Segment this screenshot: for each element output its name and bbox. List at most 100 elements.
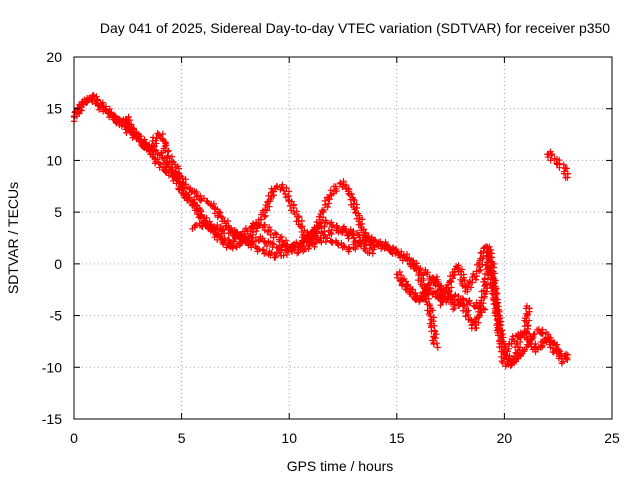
data-point — [420, 271, 427, 279]
data-point — [175, 169, 183, 177]
data-point — [232, 230, 240, 237]
data-point — [311, 231, 319, 239]
data-point — [280, 239, 287, 247]
data-point — [130, 126, 138, 133]
y-tick-label: -5 — [50, 308, 63, 324]
data-point — [304, 234, 311, 242]
data-point — [539, 342, 546, 349]
data-point — [122, 119, 130, 126]
data-point — [548, 152, 555, 159]
data-point — [379, 241, 386, 248]
data-point — [488, 282, 496, 290]
data-point — [261, 206, 269, 213]
data-point — [540, 337, 548, 345]
plot-area — [70, 92, 572, 370]
data-point — [295, 212, 303, 220]
data-point — [133, 133, 141, 140]
x-tick-label: 0 — [70, 430, 78, 446]
y-tick-label: -15 — [42, 411, 62, 427]
data-point — [340, 241, 347, 249]
data-point — [270, 234, 277, 241]
data-point — [428, 328, 435, 335]
data-point — [285, 198, 292, 205]
data-point — [423, 270, 431, 278]
data-point — [305, 230, 312, 238]
data-point — [476, 267, 483, 274]
data-point — [344, 231, 351, 238]
x-tick-label: 25 — [604, 430, 620, 446]
data-point — [369, 250, 376, 257]
data-point — [156, 160, 164, 168]
data-point — [253, 221, 260, 228]
data-point — [451, 301, 459, 308]
data-point — [95, 106, 103, 113]
data-point — [438, 298, 445, 305]
data-point — [161, 167, 169, 174]
data-point — [488, 274, 495, 281]
data-point — [529, 335, 536, 342]
data-point — [544, 153, 552, 161]
y-tick-label: 10 — [46, 152, 62, 168]
data-point — [394, 271, 402, 278]
data-point — [549, 348, 557, 356]
data-point — [493, 304, 500, 311]
data-point — [547, 157, 554, 164]
data-point — [516, 344, 524, 351]
data-point — [425, 281, 432, 288]
data-point — [316, 220, 324, 227]
data-point — [472, 276, 480, 283]
data-point — [562, 355, 570, 362]
x-tick-label: 10 — [281, 430, 297, 446]
data-point — [78, 101, 85, 108]
data-point — [269, 240, 276, 247]
data-point — [271, 254, 278, 261]
x-tick-label: 20 — [497, 430, 513, 446]
data-point — [352, 209, 360, 217]
data-point — [483, 252, 491, 259]
data-point — [166, 155, 173, 162]
data-point — [190, 201, 197, 209]
data-point — [375, 242, 382, 249]
data-point — [562, 174, 569, 182]
x-axis-label: GPS time / hours — [287, 458, 394, 474]
data-point — [521, 346, 528, 353]
data-point — [564, 351, 571, 359]
data-point — [447, 272, 454, 280]
data-point — [423, 286, 430, 293]
data-point — [197, 215, 205, 222]
data-point — [123, 116, 130, 123]
data-point — [272, 230, 279, 237]
data-point — [403, 283, 410, 290]
data-point — [408, 257, 415, 264]
data-point — [286, 197, 293, 204]
data-point — [501, 350, 508, 358]
data-point — [357, 241, 364, 248]
data-point — [93, 97, 101, 104]
data-point — [153, 140, 160, 147]
data-point — [236, 242, 243, 249]
data-point — [263, 242, 271, 250]
data-point — [290, 208, 297, 216]
data-point — [461, 303, 468, 310]
data-point — [386, 247, 393, 254]
data-point — [538, 330, 546, 337]
data-point — [259, 209, 267, 217]
data-point — [560, 161, 567, 168]
data-point — [478, 294, 485, 301]
data-point — [508, 360, 515, 367]
data-point — [411, 263, 419, 270]
data-point — [455, 266, 462, 273]
data-point — [425, 310, 433, 318]
data-point — [346, 191, 353, 199]
data-point — [475, 319, 482, 326]
data-point — [409, 286, 417, 293]
data-point — [91, 94, 98, 101]
data-point — [546, 341, 553, 348]
data-point — [340, 181, 348, 188]
data-point — [524, 322, 531, 330]
data-point — [322, 235, 330, 242]
data-point — [162, 147, 169, 154]
data-point — [191, 224, 199, 231]
data-point — [506, 340, 513, 347]
